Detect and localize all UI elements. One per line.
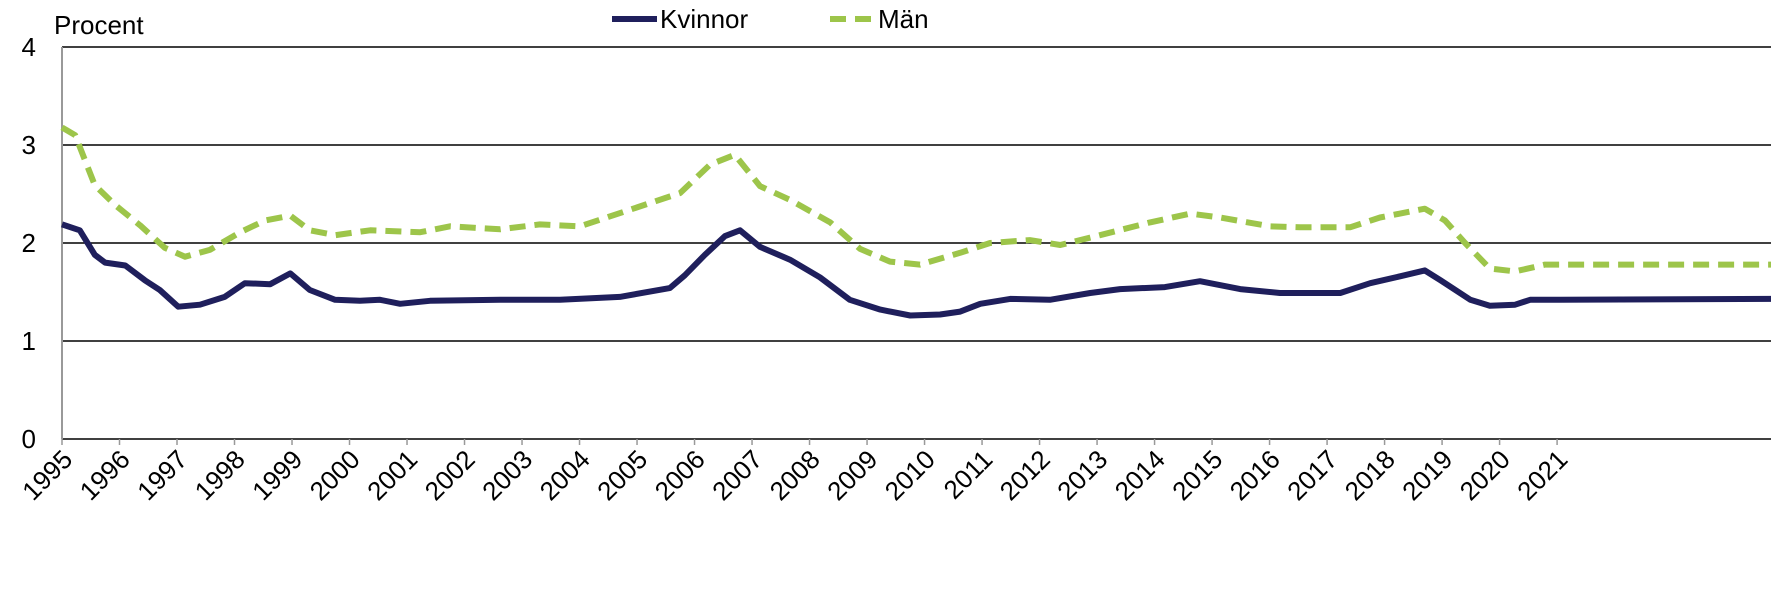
x-tick-label: 2012 [994,444,1056,506]
x-tick-label: 2005 [591,444,653,506]
x-tick-label: 2009 [821,444,883,506]
x-tick-label: 2016 [1224,444,1286,506]
x-tick-label: 2003 [476,444,538,506]
x-tick-label: 2008 [764,444,826,506]
x-tick-label: 2002 [419,444,481,506]
series-line [60,124,1771,275]
legend-label: Män [878,4,929,34]
x-tick-label: 2013 [1051,444,1113,506]
x-tick-label: 2006 [649,444,711,506]
x-tick-label: 1997 [131,444,193,506]
x-tick-label: 2010 [879,444,941,506]
x-tick-label: 2014 [1109,444,1171,506]
y-tick-label: 3 [22,130,36,160]
x-tick-label: 2000 [304,444,366,506]
x-tick-label: 2011 [938,444,999,505]
x-tick-label: 2001 [361,444,423,506]
x-tick-label: 1999 [246,444,308,506]
legend-label: Kvinnor [660,4,748,34]
x-tick-label: 2018 [1339,444,1401,506]
x-tick-label: 2020 [1454,444,1516,506]
x-tick-label: 2017 [1281,444,1343,506]
x-tick-label: 2004 [534,444,596,506]
x-tick-label: 2021 [1511,444,1573,506]
y-axis-title: Procent [54,10,144,40]
y-tick-label: 4 [22,32,36,62]
series-line [61,221,1771,319]
x-tick-label: 2019 [1396,444,1458,506]
y-tick-label: 1 [22,326,36,356]
x-tick-label: 1998 [189,444,251,506]
x-tick-label: 2015 [1166,444,1228,506]
x-tick-label: 2007 [706,444,768,506]
y-tick-label: 0 [22,424,36,454]
x-tick-label: 1996 [74,444,136,506]
y-tick-label: 2 [22,228,36,258]
